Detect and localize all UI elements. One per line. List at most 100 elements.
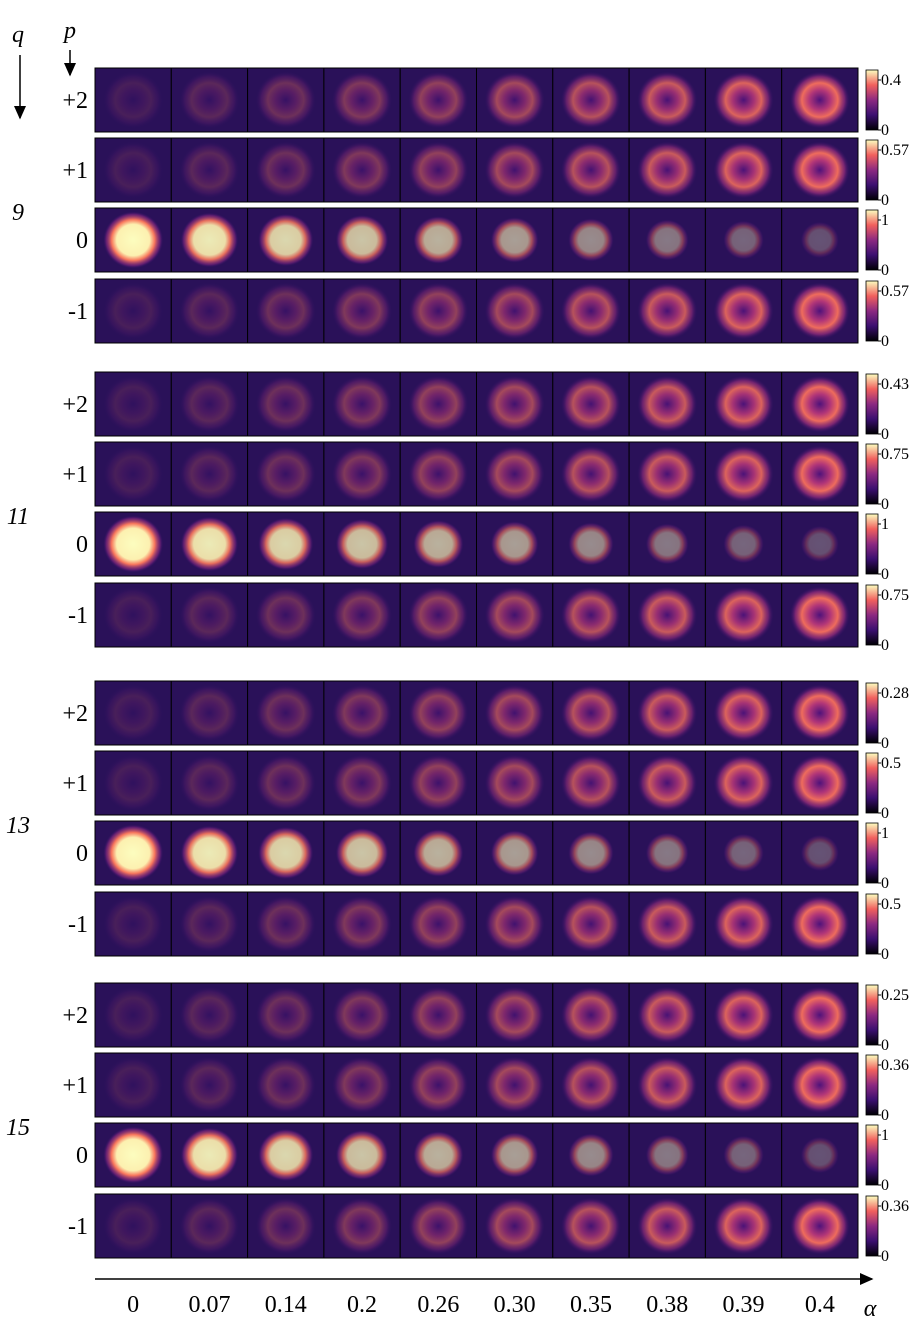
heatmap-blob bbox=[332, 684, 393, 742]
heatmap-blob bbox=[789, 141, 850, 199]
q-value: 13 bbox=[6, 813, 30, 839]
heatmap-blob bbox=[789, 586, 850, 644]
heatmap-blob bbox=[255, 71, 316, 129]
heatmap-blob bbox=[408, 754, 469, 812]
heatmap-blob bbox=[484, 141, 545, 199]
heatmap-blob bbox=[713, 1197, 774, 1255]
colorbar-tick-label: 0 bbox=[881, 1037, 889, 1054]
heatmap-blob bbox=[255, 895, 316, 953]
colorbar-tick-label: 0.36 bbox=[881, 1057, 909, 1074]
heatmap-blob bbox=[335, 518, 389, 570]
heatmap-blob bbox=[723, 833, 764, 873]
heatmap-blob bbox=[713, 684, 774, 742]
p-value: 0 bbox=[76, 532, 88, 558]
heatmap-blob bbox=[568, 218, 614, 262]
q-value: 15 bbox=[6, 1115, 30, 1141]
heatmap-blob bbox=[637, 986, 698, 1044]
heatmap-blob bbox=[179, 895, 240, 953]
heatmap-blob bbox=[103, 282, 164, 340]
colorbar-tick-label: 0 bbox=[881, 426, 889, 443]
heatmap-blob bbox=[255, 754, 316, 812]
heatmap-blob bbox=[789, 986, 850, 1044]
heatmap-blob bbox=[413, 520, 464, 568]
heatmap-blob bbox=[255, 282, 316, 340]
p-value: +2 bbox=[62, 392, 88, 418]
heatmap-blob bbox=[103, 684, 164, 742]
colorbar bbox=[865, 139, 879, 201]
colorbar-tick-label: 0.28 bbox=[881, 685, 909, 702]
heatmap-blob bbox=[484, 895, 545, 953]
heatmap-blob bbox=[103, 375, 164, 433]
heatmap-blob bbox=[332, 986, 393, 1044]
colorbar-tick-label: 0 bbox=[881, 192, 889, 209]
p-value: +1 bbox=[62, 1073, 88, 1099]
heatmap-blob bbox=[179, 586, 240, 644]
p-value: -1 bbox=[68, 912, 88, 938]
heatmap-blob bbox=[103, 445, 164, 503]
heatmap-blob bbox=[335, 214, 389, 266]
colorbar-tick-label: 0.43 bbox=[881, 376, 909, 393]
heatmap-blob bbox=[484, 375, 545, 433]
colorbar-tick-label: 0.5 bbox=[881, 896, 901, 913]
heatmap-blob bbox=[645, 523, 689, 565]
heatmap-blob bbox=[560, 282, 621, 340]
q-label: q bbox=[12, 22, 24, 48]
heatmap-blob bbox=[800, 525, 840, 563]
heatmap-blob bbox=[332, 895, 393, 953]
heatmap-blob bbox=[408, 282, 469, 340]
q-value: 9 bbox=[12, 200, 24, 226]
colorbar bbox=[865, 1195, 879, 1257]
p-value: 0 bbox=[76, 228, 88, 254]
heatmap-blob bbox=[408, 445, 469, 503]
colorbar bbox=[865, 1124, 879, 1186]
heatmap-blob bbox=[560, 71, 621, 129]
alpha-tick-label: 0.30 bbox=[494, 1292, 536, 1318]
heatmap-blob bbox=[637, 1197, 698, 1255]
heatmap-blob bbox=[179, 754, 240, 812]
heatmap-blob bbox=[723, 220, 764, 260]
heatmap-blob bbox=[332, 754, 393, 812]
heatmap-blob bbox=[723, 1135, 764, 1175]
colorbar-tick-label: 0.4 bbox=[881, 72, 901, 89]
heatmap-blob bbox=[568, 1133, 614, 1177]
heatmap-blob bbox=[800, 834, 840, 872]
heatmap-blob bbox=[179, 986, 240, 1044]
heatmap-blob bbox=[713, 586, 774, 644]
heatmap-blob bbox=[789, 1197, 850, 1255]
alpha-label: α bbox=[864, 1296, 877, 1321]
heatmap-blob bbox=[103, 754, 164, 812]
heatmap-blob bbox=[490, 1132, 539, 1178]
heatmap-blob bbox=[484, 445, 545, 503]
alpha-tick-label: 0.07 bbox=[188, 1292, 230, 1318]
heatmap-blob bbox=[408, 986, 469, 1044]
colorbar-tick-label: 0.25 bbox=[881, 987, 909, 1004]
heatmap-blob bbox=[258, 826, 314, 880]
heatmap-blob bbox=[484, 586, 545, 644]
colorbar bbox=[865, 69, 879, 131]
heatmap-blob bbox=[180, 1127, 239, 1183]
heatmap-blob bbox=[637, 282, 698, 340]
heatmap-blob bbox=[723, 524, 764, 564]
heatmap-blob bbox=[179, 1056, 240, 1114]
heatmap-blob bbox=[637, 445, 698, 503]
heatmap-blob bbox=[637, 375, 698, 433]
p-value: +2 bbox=[62, 1003, 88, 1029]
heatmap-blob bbox=[645, 1134, 689, 1176]
heatmap-blob bbox=[560, 684, 621, 742]
heatmap-blob bbox=[408, 895, 469, 953]
colorbar-tick-label: 0 bbox=[881, 875, 889, 892]
alpha-tick-label: 0.26 bbox=[417, 1292, 459, 1318]
heatmap-blob bbox=[713, 754, 774, 812]
heatmap-blob bbox=[255, 445, 316, 503]
colorbar bbox=[865, 1054, 879, 1116]
heatmap-blob bbox=[103, 1056, 164, 1114]
colorbar bbox=[865, 443, 879, 505]
heatmap-blob bbox=[713, 1056, 774, 1114]
heatmap-blob bbox=[484, 754, 545, 812]
heatmap-blob bbox=[490, 830, 539, 876]
p-value: +1 bbox=[62, 158, 88, 184]
heatmap-blob bbox=[335, 827, 389, 879]
heatmap-blob bbox=[560, 445, 621, 503]
colorbar-tick-label: 0 bbox=[881, 122, 889, 139]
heatmap-blob bbox=[637, 754, 698, 812]
